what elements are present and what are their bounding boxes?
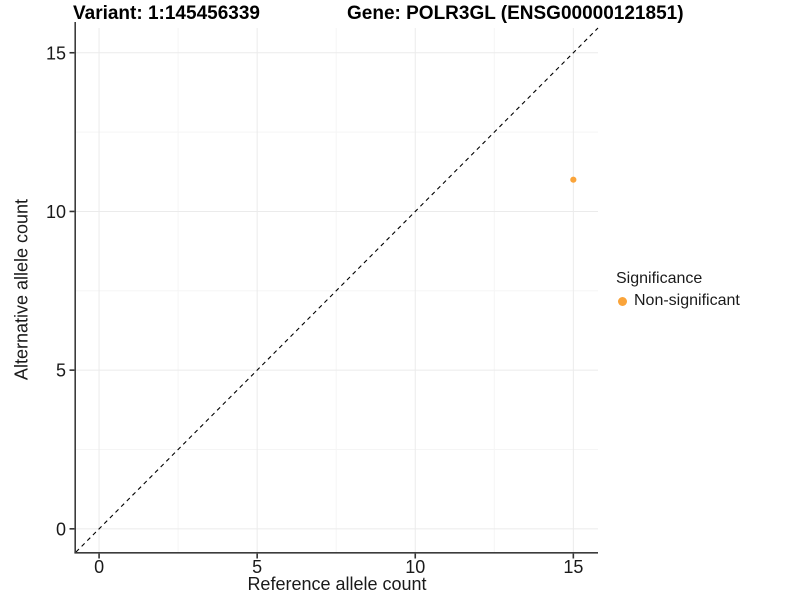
x-tick-label: 10 [405, 557, 425, 577]
y-tick-label: 0 [56, 519, 66, 539]
legend-title: Significance [616, 270, 703, 287]
legend-item-non-significant: Non-significant [616, 292, 740, 310]
y-tick-label: 5 [56, 361, 66, 381]
gene-title: Gene: POLR3GL (ENSG00000121851) [347, 3, 684, 24]
y-tick-label: 15 [46, 43, 66, 63]
variant-title: Variant: 1:145456339 [73, 3, 260, 24]
x-tick-label: 5 [252, 557, 262, 577]
y-axis-title: Alternative allele count [11, 198, 32, 381]
point-marker-icon [618, 296, 627, 306]
x-axis-title: Reference allele count [247, 574, 427, 594]
legend-item-label: Non-significant [634, 292, 740, 309]
x-tick-label: 0 [94, 557, 104, 577]
y-tick-label: 10 [46, 202, 66, 222]
x-tick-label: 15 [563, 557, 583, 577]
data-point [570, 176, 577, 183]
legend: Significance Non-significant [616, 270, 740, 310]
identity-line [75, 27, 599, 553]
